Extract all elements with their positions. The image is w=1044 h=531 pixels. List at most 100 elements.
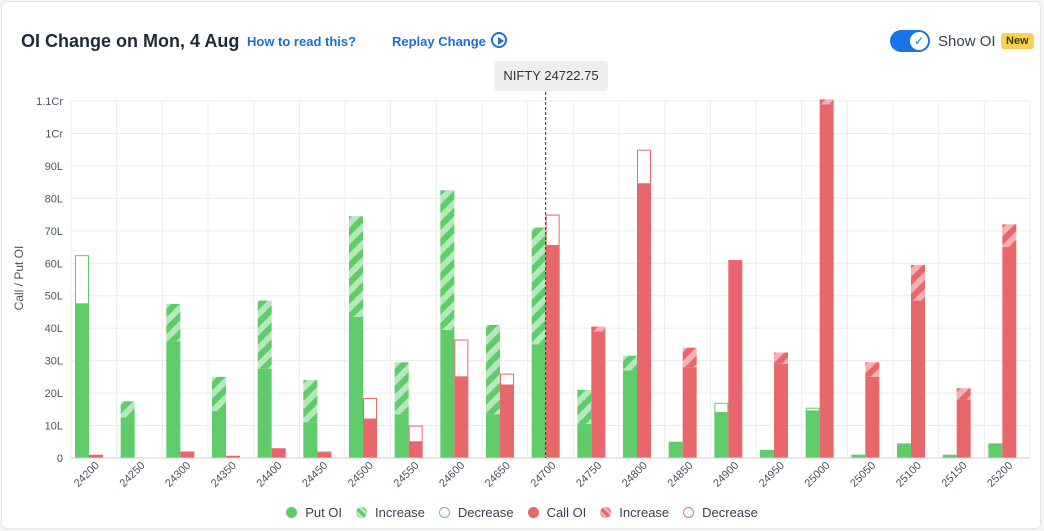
- put-oi-bar: [120, 417, 135, 458]
- call-oi-increase-bar: [682, 347, 697, 368]
- legend-item[interactable]: Increase: [600, 505, 669, 520]
- put-oi-bar: [394, 414, 409, 458]
- legend-swatch-icon: [286, 507, 298, 518]
- call-oi-bar: [911, 300, 925, 458]
- call-oi-bar: [226, 455, 240, 458]
- put-oi-increase-bar: [166, 303, 181, 342]
- put-oi-bar: [577, 423, 592, 458]
- call-oi-bar: [637, 183, 651, 458]
- y-axis-label: Call / Put OI: [12, 246, 26, 311]
- legend-label: Increase: [375, 505, 425, 520]
- put-oi-increase-bar: [577, 389, 592, 424]
- put-oi-bar: [212, 410, 226, 458]
- put-oi-decrease-bar: [805, 407, 820, 412]
- y-tick-label: 80L: [45, 193, 63, 205]
- put-oi-bar: [75, 303, 89, 458]
- put-oi-increase-bar: [257, 300, 272, 369]
- x-tick-label: 24200: [72, 460, 102, 490]
- call-oi-decrease-bar: [408, 425, 423, 443]
- legend-label: Increase: [619, 505, 670, 520]
- y-tick-label: 0: [57, 453, 63, 465]
- x-tick-label: 24950: [757, 460, 787, 490]
- x-tick-label: 25050: [848, 460, 878, 490]
- x-tick-label: 24900: [711, 460, 741, 490]
- legend-swatch-icon: [356, 507, 368, 518]
- legend-label: Call OI: [546, 505, 587, 520]
- put-oi-bar: [486, 414, 500, 458]
- call-oi-bar: [89, 454, 103, 458]
- show-oi-toggle[interactable]: ✓: [890, 30, 930, 52]
- put-oi-bar: [714, 412, 729, 458]
- y-tick-label: 60L: [45, 258, 63, 270]
- put-oi-increase-bar: [394, 362, 409, 415]
- call-oi-bar: [1002, 247, 1017, 458]
- put-oi-bar: [760, 449, 774, 458]
- legend-swatch-icon: [438, 507, 450, 518]
- legend-swatch-icon: [683, 507, 695, 518]
- call-oi-increase-bar: [774, 352, 788, 364]
- put-oi-decrease-bar: [75, 255, 89, 305]
- put-oi-increase-bar: [120, 401, 135, 418]
- put-oi-bar: [303, 422, 318, 458]
- put-oi-bar: [531, 344, 546, 458]
- y-tick-label: 50L: [45, 291, 63, 303]
- put-oi-bar: [668, 441, 683, 458]
- new-badge: New: [1001, 33, 1034, 49]
- call-oi-decrease-bar: [454, 339, 469, 378]
- put-oi-increase-bar: [623, 355, 637, 371]
- legend-item[interactable]: Put OI: [286, 505, 342, 520]
- put-oi-bar: [440, 329, 455, 458]
- legend-item[interactable]: Decrease: [683, 505, 758, 520]
- legend-item[interactable]: Call OI: [527, 505, 587, 520]
- call-oi-increase-bar: [1002, 224, 1017, 248]
- x-tick-label: 24750: [574, 460, 604, 490]
- call-oi-increase-bar: [911, 264, 925, 301]
- replay-change-link[interactable]: Replay Change: [392, 34, 486, 49]
- put-oi-bar: [897, 443, 911, 458]
- chart-title: OI Change on Mon, 4 Aug: [21, 31, 240, 51]
- y-tick-label: 20L: [45, 388, 63, 400]
- call-oi-bar: [317, 453, 332, 458]
- put-oi-increase-bar: [212, 376, 226, 411]
- legend-swatch-icon: [600, 507, 612, 518]
- x-tick-label: 24600: [437, 460, 467, 490]
- spot-price-label: NIFTY 24722.75: [494, 61, 608, 91]
- put-oi-bar: [257, 368, 272, 458]
- put-oi-increase-bar: [486, 324, 500, 415]
- play-icon[interactable]: [491, 32, 507, 48]
- put-oi-bar: [942, 454, 957, 458]
- put-oi-bar: [349, 316, 363, 458]
- call-oi-decrease-bar: [637, 149, 651, 185]
- x-tick-label: 24500: [346, 460, 376, 490]
- call-oi-bar: [774, 363, 788, 458]
- x-tick-label: 25150: [940, 460, 970, 490]
- legend-item[interactable]: Decrease: [438, 505, 514, 520]
- call-oi-bar: [956, 399, 971, 458]
- x-tick-label: 24650: [483, 460, 513, 490]
- legend-label: Decrease: [702, 505, 758, 520]
- call-oi-bar: [500, 384, 514, 458]
- put-oi-decrease-bar: [714, 402, 729, 414]
- how-to-read-link[interactable]: How to read this?: [247, 34, 357, 49]
- call-oi-decrease-bar: [363, 397, 377, 420]
- call-oi-bar: [865, 376, 880, 458]
- call-oi-bar: [728, 260, 743, 458]
- x-tick-label: 25000: [803, 460, 833, 490]
- legend-item[interactable]: Increase: [356, 505, 425, 520]
- put-oi-bar: [851, 454, 866, 458]
- y-tick-label: 70L: [45, 226, 63, 238]
- y-tick-label: 90L: [45, 161, 63, 173]
- put-oi-bar: [166, 341, 181, 458]
- x-tick-label: 24700: [529, 460, 559, 490]
- y-tick-label: 1Cr: [45, 128, 63, 140]
- call-oi-bar: [363, 419, 377, 458]
- put-oi-increase-bar: [303, 380, 318, 423]
- put-oi-increase-bar: [531, 227, 546, 345]
- put-oi-bar: [988, 443, 1003, 458]
- legend-swatch-icon: [527, 507, 539, 518]
- x-tick-label: 24300: [163, 460, 193, 490]
- check-icon: ✓: [910, 32, 928, 50]
- x-tick-label: 24250: [118, 460, 148, 490]
- y-tick-label: 30L: [45, 356, 63, 368]
- call-oi-bar: [545, 245, 560, 458]
